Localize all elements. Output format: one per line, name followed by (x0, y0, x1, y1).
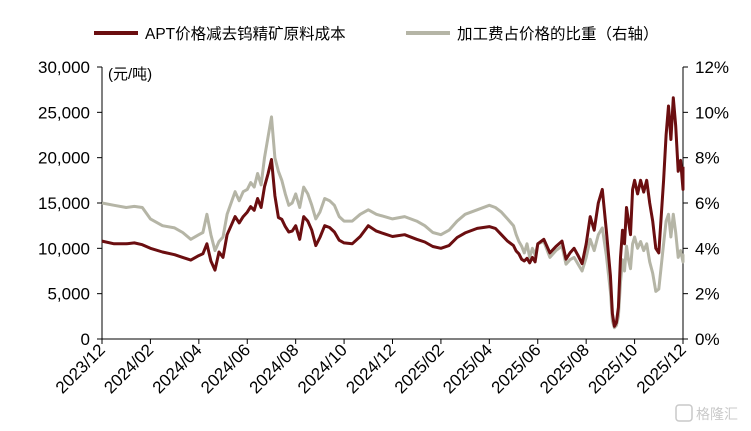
left-tick-label: 25,000 (38, 103, 90, 122)
legend-label-apt-spread: APT价格减去钨精矿原料成本 (145, 25, 346, 43)
x-tick-label: 2025/04 (439, 340, 496, 397)
watermark-text: 格隆汇 (696, 406, 738, 422)
x-tick-label: 2025/10 (585, 340, 642, 397)
gelonghui-logo-icon (675, 404, 693, 422)
left-tick-label: 5,000 (47, 285, 90, 304)
x-axis-ticks: 2023/122024/022024/042024/062024/082024/… (52, 339, 690, 397)
right-tick-label: 10% (695, 103, 729, 122)
series-line-apt-spread (101, 96, 685, 328)
legend-label-fee-ratio: 加工费占价格的比重（右轴） (457, 25, 659, 43)
x-tick-label: 2024/04 (149, 340, 206, 397)
left-tick-label: 15,000 (38, 194, 90, 213)
x-tick-label: 2025/02 (391, 340, 448, 397)
x-tick-label: 2024/02 (100, 340, 157, 397)
x-tick-label: 2024/08 (246, 340, 303, 397)
x-tick-label: 2024/12 (342, 340, 399, 397)
left-axis-ticks: 0 5,000 10,000 15,000 20,000 25,000 30,000 (38, 58, 102, 349)
legend: APT价格减去钨精矿原料成本 加工费占价格的比重（右轴） (94, 25, 659, 43)
x-tick-label: 2025/06 (488, 340, 545, 397)
left-tick-label: 0 (81, 330, 90, 349)
right-tick-label: 12% (695, 58, 729, 77)
right-axis-ticks: 0% 2% 4% 6% 8% 10% 12% (683, 58, 729, 349)
right-tick-label: 2% (695, 285, 720, 304)
left-tick-label: 10,000 (38, 239, 90, 258)
x-tick-label: 2024/06 (197, 340, 254, 397)
right-tick-label: 6% (695, 194, 720, 213)
x-tick-label: 2025/08 (536, 340, 593, 397)
right-tick-label: 8% (695, 149, 720, 168)
right-tick-label: 0% (695, 330, 720, 349)
x-tick-label: 2025/12 (633, 340, 690, 397)
left-tick-label: 30,000 (38, 58, 90, 77)
x-tick-label: 2024/10 (294, 340, 351, 397)
left-tick-label: 20,000 (38, 149, 90, 168)
right-tick-label: 4% (695, 239, 720, 258)
series-line-fee-ratio (101, 115, 685, 330)
unit-label: (元/吨) (108, 66, 152, 83)
watermark: 格隆汇 (675, 404, 738, 422)
